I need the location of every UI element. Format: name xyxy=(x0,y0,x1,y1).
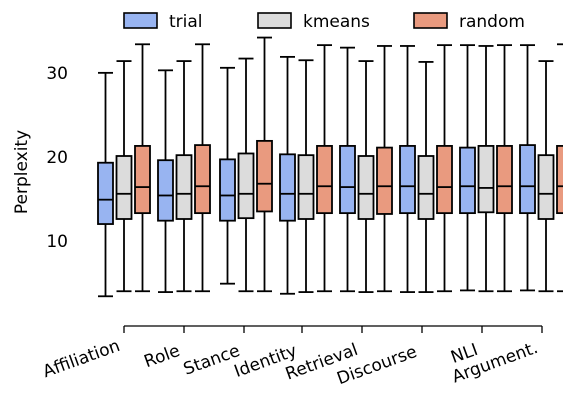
x-axis: Affiliation RoleStanceIdentityRetrievalDi… xyxy=(40,325,543,389)
box-trial-discourse xyxy=(399,45,416,293)
box-body xyxy=(339,145,356,215)
box-body xyxy=(519,144,536,215)
box-body xyxy=(134,145,151,215)
box-kmeans-role xyxy=(175,60,193,293)
box-body xyxy=(376,146,393,215)
box-kmeans-retrieval xyxy=(357,60,375,293)
box-kmeans-argument xyxy=(537,60,555,293)
legend-label-kmeans: kmeans xyxy=(303,12,370,32)
box-body xyxy=(459,146,476,215)
x-tick-label: Affiliation xyxy=(40,336,122,382)
x-tick-label: Role xyxy=(141,341,182,372)
box-trial-nli xyxy=(459,44,476,292)
box-body xyxy=(556,145,563,215)
box-body xyxy=(237,152,255,220)
box-body xyxy=(477,145,495,214)
legend-label-trial: trial xyxy=(169,12,203,32)
legend-swatch-kmeans xyxy=(257,12,292,29)
box-random-affiliation xyxy=(134,43,151,293)
legend: trial kmeans random xyxy=(123,12,525,32)
box-body xyxy=(436,145,453,215)
y-tick-label: 10 xyxy=(46,232,68,252)
box-random-discourse xyxy=(436,44,453,293)
box-body xyxy=(97,161,114,225)
box-body xyxy=(256,139,273,213)
box-trial-role xyxy=(157,69,174,293)
box-trial-retrieval xyxy=(339,46,356,293)
box-body xyxy=(496,145,513,215)
box-body xyxy=(537,154,555,220)
box-kmeans-stance xyxy=(237,57,255,293)
box-kmeans-nli xyxy=(477,45,495,293)
box-trial-argument xyxy=(519,44,536,292)
x-tick-label: Stance xyxy=(181,341,243,380)
box-kmeans-identity xyxy=(297,59,315,293)
box-random-nli xyxy=(496,44,513,293)
y-axis-label: Perplexity xyxy=(12,130,32,214)
box-kmeans-discourse xyxy=(417,61,435,293)
y-axis: 10 20 30 xyxy=(46,64,68,252)
legend-swatch-random xyxy=(413,12,448,29)
legend-label-random: random xyxy=(459,12,525,32)
box-random-role xyxy=(194,43,211,293)
box-trial-identity xyxy=(279,55,296,295)
box-random-identity xyxy=(316,44,333,293)
box-random-retrieval xyxy=(376,45,393,293)
box-body xyxy=(399,145,416,215)
box-trial-stance xyxy=(219,66,236,285)
box-body xyxy=(194,144,211,215)
box-random-stance xyxy=(256,36,273,293)
box-body xyxy=(279,153,296,222)
box-kmeans-affiliation xyxy=(115,60,133,293)
box-body xyxy=(175,154,193,220)
legend-swatch-trial xyxy=(123,12,158,29)
box-layer xyxy=(97,36,563,298)
box-body xyxy=(157,159,174,222)
y-tick-label: 20 xyxy=(46,148,68,168)
y-tick-label: 30 xyxy=(46,64,68,84)
box-body xyxy=(219,158,236,222)
box-body xyxy=(417,155,435,220)
box-trial-affiliation xyxy=(97,71,114,298)
box-body xyxy=(357,155,375,220)
box-random-argument xyxy=(556,43,563,293)
box-body xyxy=(297,154,315,220)
box-body xyxy=(316,145,333,215)
box-body xyxy=(115,155,133,220)
